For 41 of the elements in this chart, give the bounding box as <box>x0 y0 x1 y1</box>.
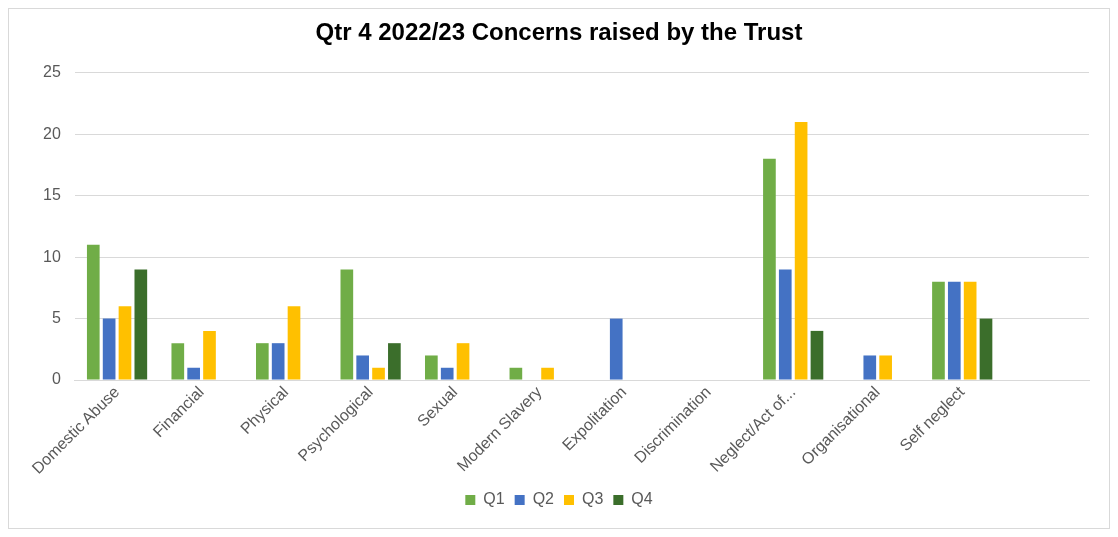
y-tick-label: 0 <box>51 370 61 388</box>
bar <box>810 330 824 380</box>
bar <box>271 343 285 380</box>
y-tick-label: 10 <box>43 247 61 265</box>
bar <box>255 343 269 380</box>
bar <box>287 306 301 380</box>
bar <box>134 269 148 380</box>
bar <box>171 343 185 380</box>
bar <box>440 367 454 380</box>
bar <box>102 318 116 380</box>
y-tick-label: 15 <box>43 186 61 204</box>
y-tick-label: 25 <box>43 63 61 81</box>
bar <box>187 367 200 380</box>
bar <box>963 281 977 380</box>
bar <box>879 355 892 380</box>
legend-label: Q3 <box>582 490 604 508</box>
bar <box>778 269 792 380</box>
bar <box>932 281 945 380</box>
bar <box>794 121 808 380</box>
chart-title: Qtr 4 2022/23 Concerns raised by the Trust <box>315 18 803 46</box>
bar <box>609 318 623 380</box>
bar <box>340 269 354 380</box>
bar <box>372 367 385 380</box>
bar <box>979 318 993 380</box>
bar <box>509 367 523 380</box>
bar <box>388 343 401 380</box>
bar <box>863 355 877 380</box>
bar <box>86 244 100 380</box>
y-tick-label: 5 <box>51 309 61 327</box>
bar <box>947 281 961 380</box>
y-tick-label: 20 <box>43 124 61 142</box>
bar <box>425 355 438 380</box>
legend-label: Q1 <box>483 490 505 508</box>
bar <box>118 306 132 380</box>
bar <box>541 367 554 380</box>
bar <box>456 343 470 380</box>
legend-label: Q4 <box>631 490 653 508</box>
bar <box>763 158 776 380</box>
bar <box>356 355 370 380</box>
bar <box>203 330 216 380</box>
legend-label: Q2 <box>532 490 555 508</box>
